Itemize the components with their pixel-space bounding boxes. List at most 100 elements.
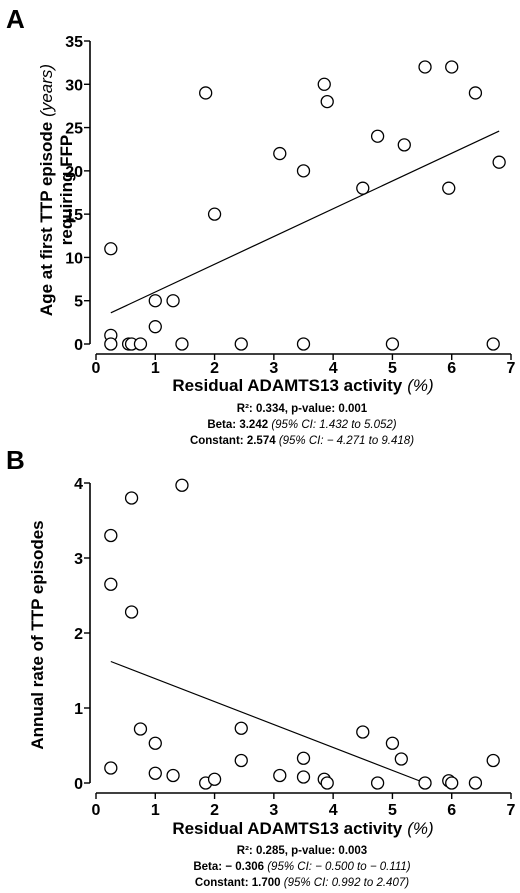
panel-a-x-tick-label: 2 bbox=[210, 360, 219, 377]
panel-a-x-tick-label: 4 bbox=[329, 360, 338, 377]
panel-b-data-point bbox=[234, 721, 248, 735]
panel-b-beta-label: Beta: bbox=[193, 861, 222, 873]
panel-b-r2-label: R²: bbox=[237, 845, 253, 857]
panel-a-y-label-line1: Age at first TTP episode (years) bbox=[37, 64, 56, 316]
panel-b-x-tick-label: 1 bbox=[151, 802, 160, 819]
panel-a-regression-line bbox=[110, 130, 500, 314]
panel-b-data-point bbox=[418, 776, 432, 790]
panel-a-y-label-line2: requiring FFP bbox=[57, 135, 76, 246]
panel-b-x-tick-label: 3 bbox=[269, 802, 278, 819]
panel-a-data-point bbox=[385, 337, 400, 351]
panel-a-data-point bbox=[468, 86, 483, 100]
panel-b-regression-line bbox=[110, 660, 426, 784]
panel-b: B Annual rate of TTP episodes Residual A… bbox=[6, 445, 516, 889]
panel-a-data-point bbox=[104, 337, 118, 351]
panel-b-data-point bbox=[273, 768, 287, 783]
panel-a-beta-label: Beta: bbox=[207, 419, 236, 431]
panel-a-data-point bbox=[148, 320, 162, 334]
panel-b-x-label: Residual ADAMTS13 activity (%) bbox=[172, 819, 433, 838]
panel-b-beta-ci: (95% CI: − 0.500 to − 0.111) bbox=[267, 861, 411, 873]
panel-b-data-point bbox=[124, 491, 139, 505]
panel-b-data-point bbox=[175, 478, 189, 492]
panel-a-stats: R²: 0.334, p-value: 0.001 Beta: 3.242 (9… bbox=[190, 403, 414, 447]
panel-a-y-tick-label: 10 bbox=[65, 250, 83, 267]
panel-b-y-tick-label: 2 bbox=[74, 626, 83, 643]
panel-a-x-tick-label: 3 bbox=[269, 360, 278, 377]
panel-b-const-ci: (95% CI: 0.992 to 2.407) bbox=[284, 877, 409, 889]
panel-b-data-point bbox=[104, 528, 118, 543]
panel-b-data-point bbox=[370, 776, 385, 790]
panel-b-x-tick-label: 6 bbox=[447, 802, 456, 819]
panel-a-data-point bbox=[296, 337, 311, 351]
panel-b-data-point bbox=[148, 766, 162, 780]
panel-a-beta-ci: (95% CI: 1.432 to 5.052) bbox=[271, 419, 396, 431]
panel-b-plot-area: 0 1 2 3 4 5 6 7 0 1 2 3 4 bbox=[74, 476, 515, 819]
panel-a-x-tick-label: 0 bbox=[92, 360, 101, 377]
panel-a-data-point bbox=[370, 129, 385, 143]
panel-a-data-point bbox=[356, 181, 370, 195]
panel-a-x-tick-label: 6 bbox=[447, 360, 456, 377]
panel-b-y-tick-label: 1 bbox=[74, 701, 83, 718]
panel-b-x-label-text: Residual ADAMTS13 activity bbox=[172, 819, 402, 838]
panel-a-data-point bbox=[317, 77, 331, 91]
panel-a-data-point bbox=[442, 181, 456, 195]
panel-a-x-tick-label: 5 bbox=[388, 360, 397, 377]
panel-a-data-point bbox=[234, 337, 248, 351]
panel-b-stat-beta: Beta: − 0.306 (95% CI: − 0.500 to − 0.11… bbox=[193, 861, 410, 873]
panel-b-y-tick-label: 3 bbox=[74, 551, 83, 568]
panel-b-x-label-unit: (%) bbox=[407, 819, 433, 838]
panel-a-data-point bbox=[199, 86, 213, 100]
panel-a-data-point bbox=[320, 94, 334, 109]
panel-b-stats: R²: 0.285, p-value: 0.003 Beta: − 0.306 … bbox=[193, 845, 410, 889]
panel-a-letter: A bbox=[6, 4, 25, 34]
panel-a-r2-text: 0.334, p-value: 0.001 bbox=[256, 403, 368, 415]
panel-a-data-point bbox=[207, 207, 222, 221]
panel-a-const-value: 2.574 bbox=[247, 435, 276, 447]
panel-a-x-tick-label: 7 bbox=[507, 360, 516, 377]
panel-a-y-tick-label: 35 bbox=[65, 34, 83, 51]
panel-b-x-tick-label: 5 bbox=[388, 802, 397, 819]
panel-a-const-label: Constant: bbox=[190, 435, 244, 447]
panel-b-data-point bbox=[356, 725, 370, 739]
panel-b-y-tick-label: 4 bbox=[74, 476, 83, 493]
panel-b-const-label: Constant: bbox=[195, 877, 249, 889]
panel-b-data-point bbox=[166, 768, 180, 783]
panel-a-plot-area: 0 1 2 3 4 5 6 7 0 5 10 15 20 25 30 35 bbox=[65, 34, 515, 377]
panel-a-data-point bbox=[418, 60, 432, 74]
panel-a-stat-constant: Constant: 2.574 (95% CI: − 4.271 to 9.41… bbox=[190, 435, 414, 447]
panel-b-data-point bbox=[124, 605, 139, 619]
panel-b-x-tick-label: 7 bbox=[507, 802, 516, 819]
panel-a-x-tick-label: 1 bbox=[151, 360, 160, 377]
panel-b-data-point bbox=[320, 776, 334, 790]
panel-a-y-tick-label: 0 bbox=[74, 337, 83, 354]
panel-a-y-tick-label: 5 bbox=[74, 294, 83, 311]
panel-b-data-point bbox=[468, 776, 483, 790]
panel-b-x-tick-label: 4 bbox=[329, 802, 338, 819]
panel-b-y-tick-label: 0 bbox=[74, 776, 83, 793]
panel-b-data-point bbox=[104, 761, 118, 775]
panel-b-y-label: Annual rate of TTP episodes bbox=[28, 520, 47, 749]
panel-b-const-value: 1.700 bbox=[252, 877, 281, 889]
panel-a-x-label-unit: (%) bbox=[407, 376, 433, 395]
panel-b-data-point bbox=[296, 770, 311, 784]
panel-a-data-point bbox=[175, 337, 189, 351]
panel-b-stat-r2: R²: 0.285, p-value: 0.003 bbox=[237, 845, 367, 857]
panel-a-y-label-unit: (years) bbox=[37, 64, 56, 117]
panel-b-data-point bbox=[133, 722, 148, 736]
panel-a-stat-r2: R²: 0.334, p-value: 0.001 bbox=[237, 403, 368, 415]
panel-a-data-point bbox=[166, 294, 180, 308]
panel-a-data-point bbox=[133, 337, 148, 351]
panel-a-data-point bbox=[397, 138, 411, 152]
panel-b-x-tick-label: 0 bbox=[92, 802, 101, 819]
panel-a-beta-value: 3.242 bbox=[239, 419, 268, 431]
panel-b-beta-value: − 0.306 bbox=[225, 861, 264, 873]
panel-b-data-point bbox=[296, 751, 311, 765]
panel-b-data-point bbox=[148, 736, 162, 750]
panel-b-data-point bbox=[104, 577, 118, 591]
panel-a-y-tick-label: 20 bbox=[65, 164, 83, 181]
panel-a-stat-beta: Beta: 3.242 (95% CI: 1.432 to 5.052) bbox=[207, 419, 396, 431]
panel-a-r2-label: R²: bbox=[237, 403, 253, 415]
panel-b-stat-constant: Constant: 1.700 (95% CI: 0.992 to 2.407) bbox=[195, 877, 409, 889]
panel-a-data-point bbox=[104, 242, 118, 256]
